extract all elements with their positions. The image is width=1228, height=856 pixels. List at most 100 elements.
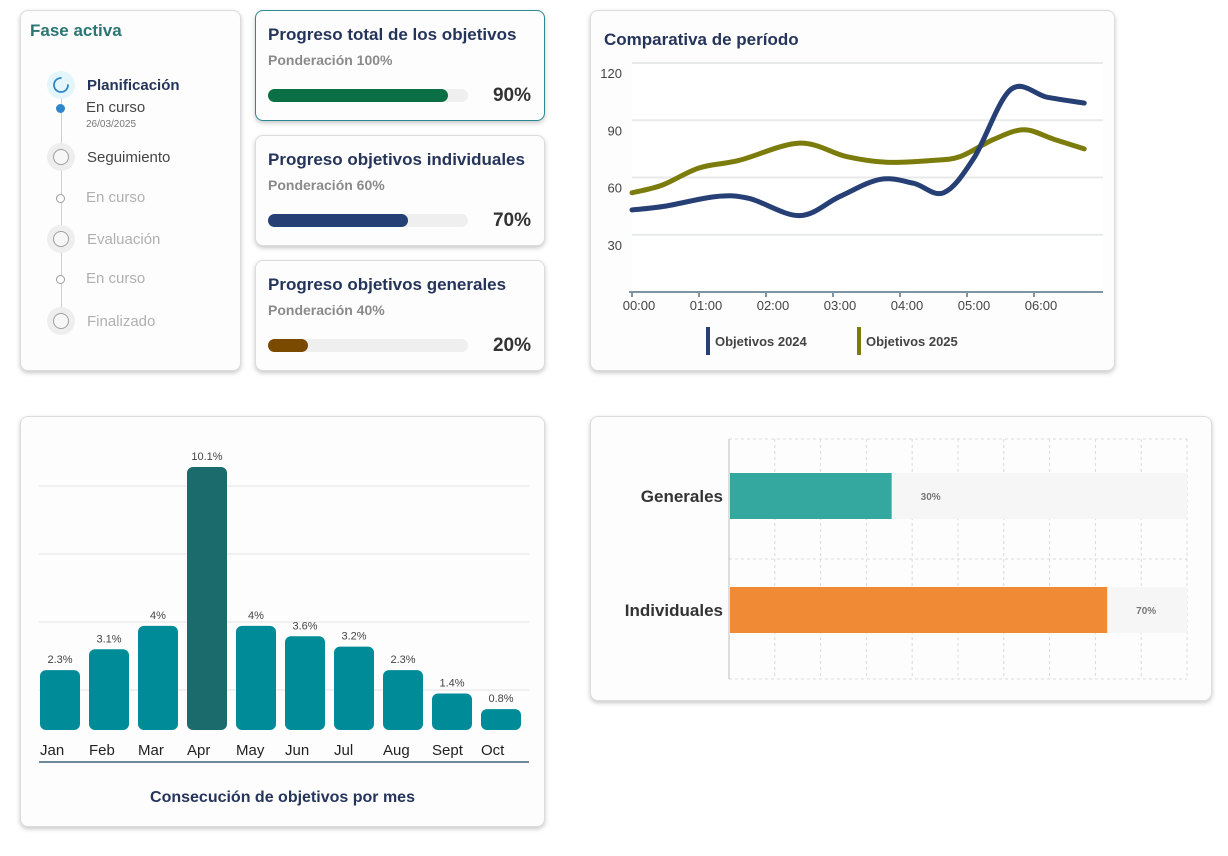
bar-chart-title: Consecución de objetivos por mes [150, 789, 415, 806]
progress-track [268, 339, 468, 352]
progress-track [268, 89, 468, 102]
phase-substep[interactable]: En curso [56, 270, 145, 287]
progress-fill [268, 214, 408, 227]
progress-card-generales[interactable]: Progreso objetivos generales Ponderación… [255, 260, 545, 371]
circle-icon [47, 143, 75, 171]
substep-label: En curso [86, 99, 146, 116]
bar-apr [187, 467, 227, 730]
category-label: Jul [334, 742, 353, 759]
progress-card-total[interactable]: Progreso total de los objetivos Ponderac… [255, 10, 545, 121]
current-dot-icon [56, 104, 65, 113]
x-tick-label: 05:00 [958, 298, 991, 313]
progress-fill [268, 339, 308, 352]
legend-label: Objetivos 2024 [715, 333, 807, 349]
progress-fill [268, 89, 448, 102]
bar-oct [481, 709, 521, 730]
legend-item-2024[interactable]: Objetivos 2024 [706, 327, 807, 355]
category-label: Apr [187, 742, 210, 759]
category-label: May [236, 742, 265, 759]
bar-value-label: 4% [150, 610, 166, 622]
bar-value-label: 10.1% [191, 451, 222, 463]
phase-substep-current[interactable]: En curso 26/03/2025 [56, 99, 145, 130]
x-tick-label: 04:00 [891, 298, 924, 313]
period-comparison-card: Comparativa de período 30 60 90 120 00:00 01:… [590, 10, 1115, 371]
phase-step-label: Finalizado [87, 312, 156, 330]
y-tick-label: 30 [608, 238, 622, 253]
bar-aug [383, 670, 423, 730]
category-label: Jan [40, 742, 64, 759]
category-label: Jun [285, 742, 309, 759]
category-label: Mar [138, 742, 164, 759]
bar-jun [285, 636, 325, 730]
bar-value-label: 1.4% [439, 678, 464, 690]
progress-weight: Ponderación 100% [268, 52, 393, 68]
bar-individuales [730, 587, 1108, 633]
bar-value-label: 2.3% [47, 654, 72, 666]
substep-label: En curso [86, 189, 146, 206]
dot-icon [56, 275, 65, 284]
substep-date: 26/03/2025 [86, 119, 137, 130]
progress-percent: 90% [492, 85, 531, 106]
phase-step-evaluacion[interactable]: Evaluación [47, 225, 160, 253]
horizontal-bar-chart: Generales 30% Individuales 70% [625, 438, 1188, 680]
line-chart: 30 60 90 120 00:00 01:00 02:00 03:00 04:00 05:00 0… [600, 62, 1103, 313]
progress-title: Progreso objetivos generales [268, 275, 507, 294]
bar-value-label: 0.8% [488, 693, 513, 705]
phase-step-planificacion[interactable]: Planificación [47, 71, 180, 99]
bar-may [236, 625, 276, 730]
x-tick-label: 00:00 [623, 298, 656, 313]
category-label: Individuales [625, 601, 723, 620]
circle-icon [47, 225, 75, 253]
dot-icon [56, 194, 65, 203]
y-tick-label: 90 [608, 123, 622, 138]
x-tick-label: 06:00 [1025, 298, 1058, 313]
progress-card-individuales[interactable]: Progreso objetivos individuales Ponderac… [255, 135, 545, 246]
x-tick-label: 02:00 [757, 298, 790, 313]
series-line-objetivos-2025 [629, 127, 1087, 196]
active-phase-card: Fase activa Planificación En curso 26/03… [20, 10, 241, 371]
legend-swatch [857, 327, 861, 355]
category-label: Sept [432, 742, 464, 759]
category-label: Oct [481, 742, 505, 759]
phase-substep[interactable]: En curso [56, 189, 145, 206]
objectives-type-card: Generales 30% Individuales 70% [590, 416, 1212, 701]
progress-title: Progreso objetivos individuales [268, 150, 525, 169]
legend-label: Objetivos 2025 [866, 333, 958, 349]
progress-title: Progreso total de los objetivos [268, 25, 517, 44]
bar-generales [730, 473, 892, 519]
progress-percent: 70% [492, 210, 531, 231]
category-label: Generales [641, 487, 723, 506]
substep-label: En curso [86, 270, 146, 287]
bar-jan [40, 670, 80, 730]
monthly-objectives-card: 2.3% Jan 3.1% Feb 4% Mar 10.1% Apr 4% May 3.6% Jun 3… [20, 416, 545, 827]
loading-spinner-icon [47, 71, 75, 99]
x-tick-label: 01:00 [690, 298, 723, 313]
progress-track [268, 214, 468, 227]
bar-value-label: 3.2% [341, 631, 366, 643]
y-tick-label: 60 [608, 181, 622, 196]
bar-value-label: 30% [921, 492, 941, 503]
phase-step-seguimiento[interactable]: Seguimiento [47, 143, 170, 171]
legend-swatch [706, 327, 710, 355]
circle-icon [47, 307, 75, 335]
phase-card-title: Fase activa [30, 21, 122, 40]
category-label: Aug [383, 742, 410, 759]
timeline-connector [61, 86, 62, 321]
bar-value-label: 4% [248, 610, 264, 622]
y-tick-label: 120 [600, 66, 622, 81]
progress-percent: 20% [492, 335, 531, 356]
series-line-objetivos-2024 [629, 83, 1087, 219]
phase-step-label: Seguimiento [87, 148, 171, 166]
bar-value-label: 3.1% [96, 633, 121, 645]
bar-jul [334, 646, 374, 730]
phase-step-label: Planificación [87, 76, 180, 94]
bar-value-label: 70% [1136, 606, 1156, 617]
x-tick-label: 03:00 [824, 298, 857, 313]
bar-sept [432, 693, 472, 730]
progress-weight: Ponderación 40% [268, 302, 385, 318]
monthly-bar-chart: 2.3% Jan 3.1% Feb 4% Mar 10.1% Apr 4% May 3.6% Jun 3… [39, 451, 529, 763]
phase-step-label: Evaluación [87, 230, 161, 248]
legend-item-2025[interactable]: Objetivos 2025 [857, 327, 958, 355]
bar-value-label: 3.6% [292, 620, 317, 632]
phase-step-finalizado[interactable]: Finalizado [47, 307, 155, 335]
